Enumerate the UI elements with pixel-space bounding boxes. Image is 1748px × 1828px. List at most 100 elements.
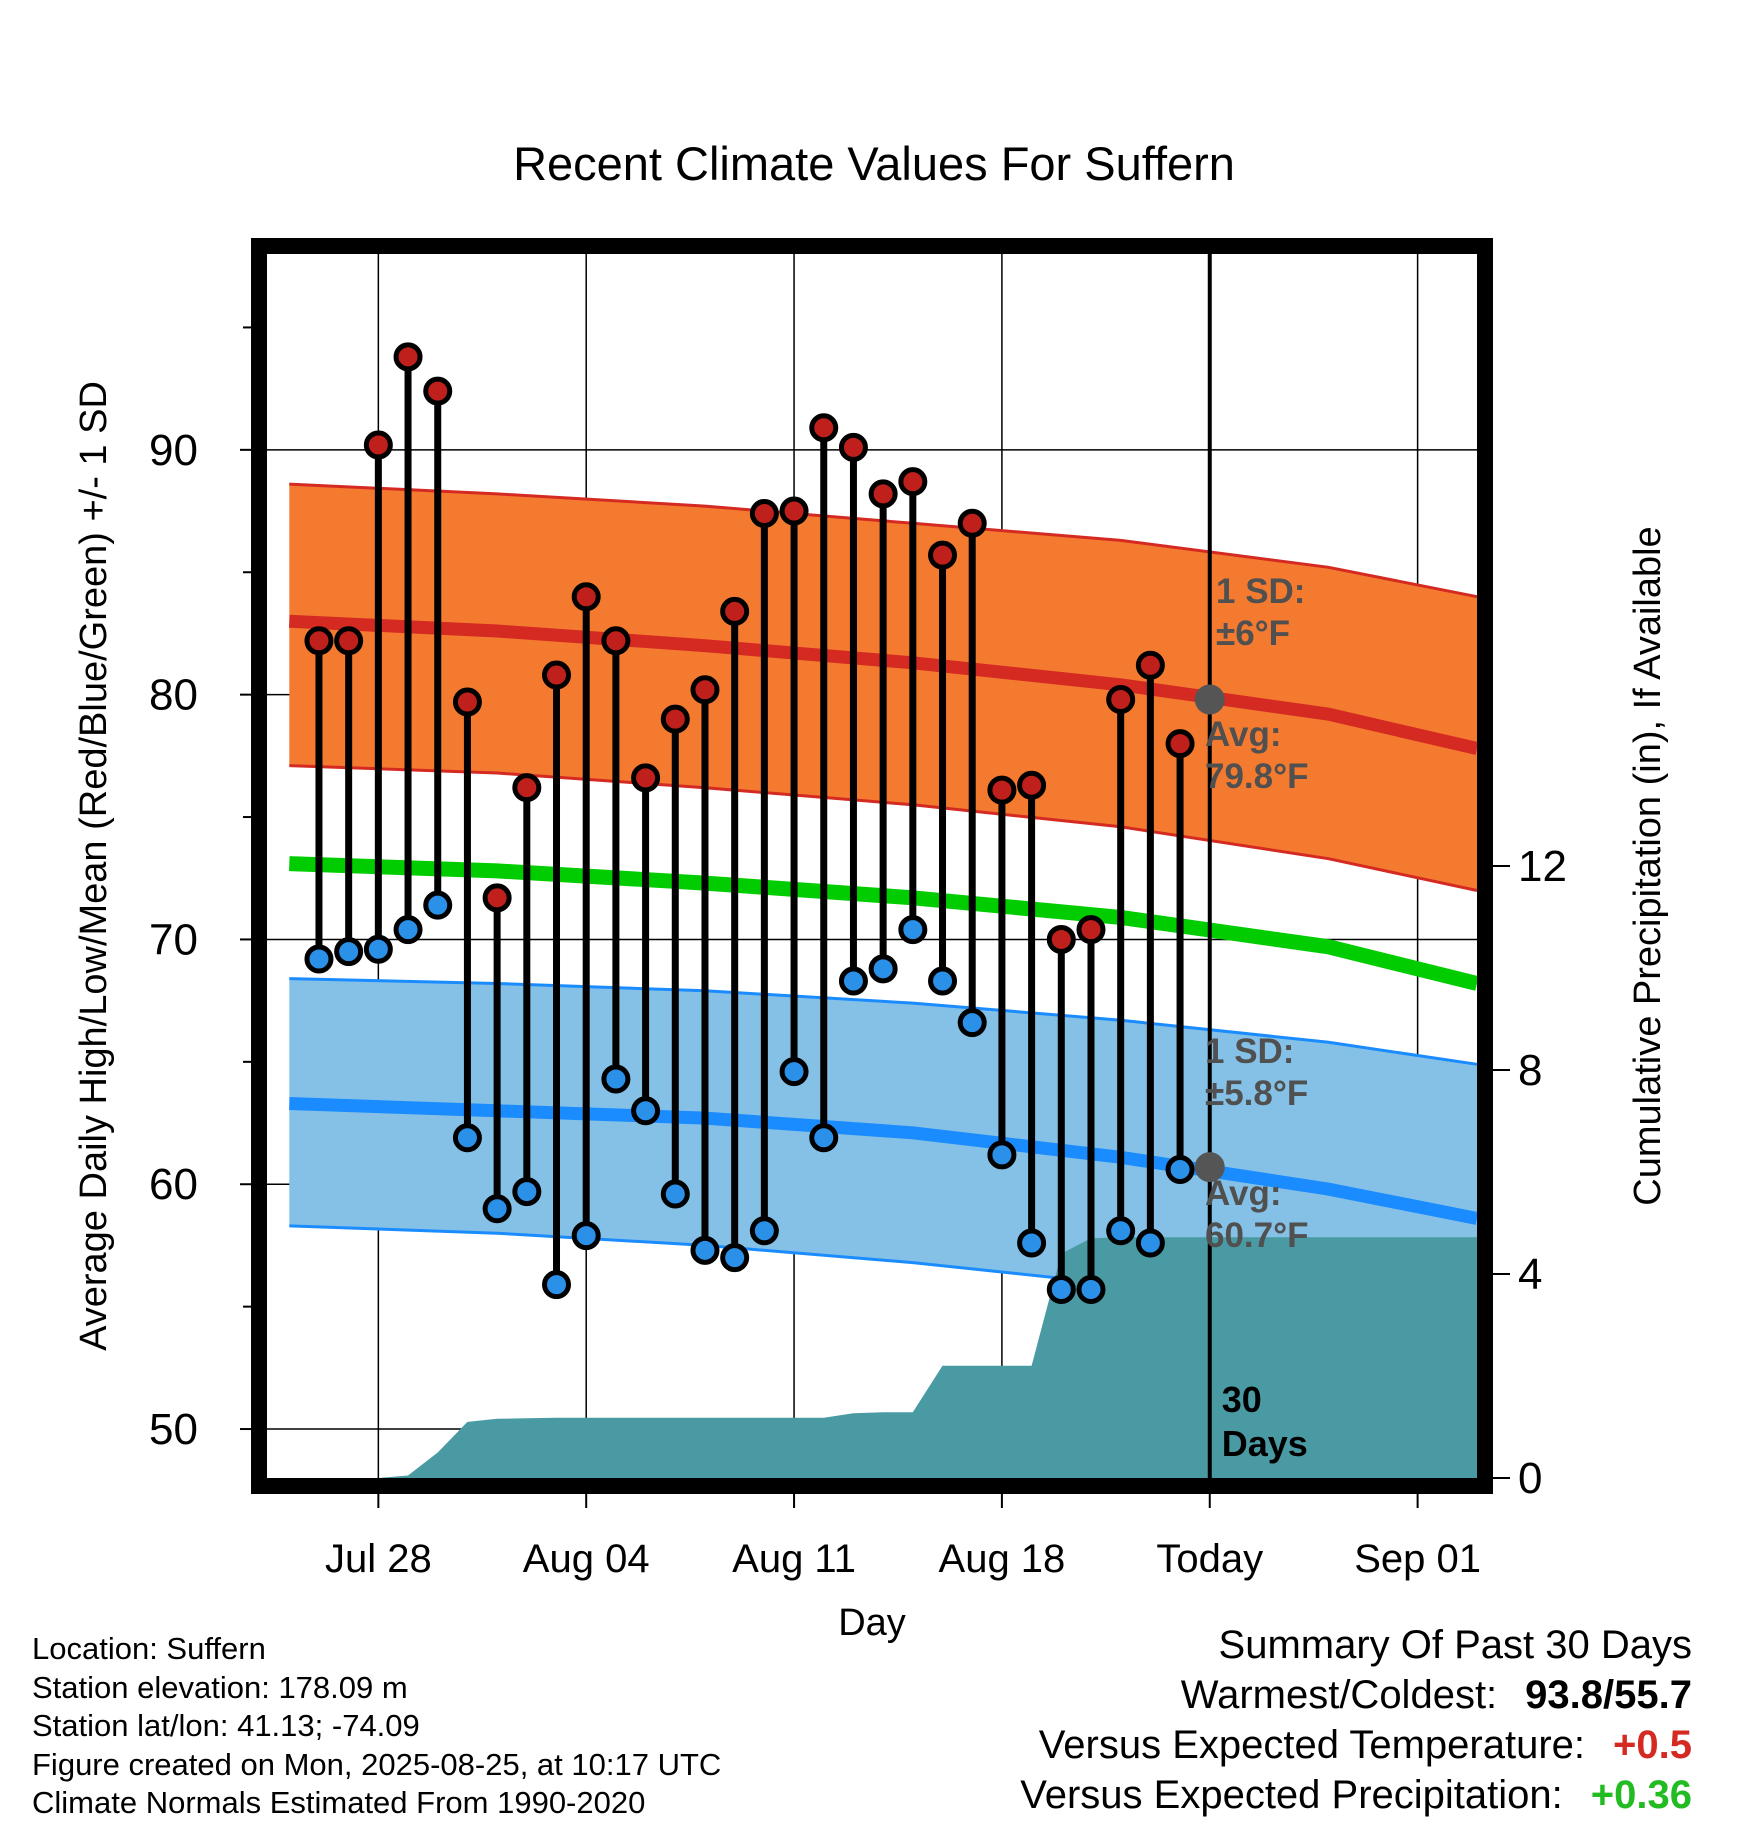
plot-frame: [251, 238, 1493, 1494]
low-point: [720, 1243, 750, 1273]
y-axis-label-right: Cumulative Precipitation (in), If Availa…: [1627, 526, 1669, 1205]
low-point: [1165, 1155, 1195, 1185]
summary-warmest-coldest: Warmest/Coldest: 93.8/55.7: [1020, 1670, 1692, 1720]
precipitation-fill: [289, 1237, 1477, 1478]
high-point: [1106, 685, 1136, 715]
x-tick-label: Aug 04: [523, 1537, 650, 1581]
low-point: [542, 1270, 572, 1300]
high-point: [779, 496, 809, 526]
daily-range-stems: [304, 342, 1195, 1305]
x-axis-label: Day: [838, 1602, 906, 1644]
high-point: [542, 660, 572, 690]
low-point: [423, 890, 453, 920]
normal-avg-marker: [1194, 1152, 1225, 1183]
y-tick-label-left: 50: [149, 1405, 198, 1454]
warmest-coldest-value: 93.8/55.7: [1525, 1673, 1692, 1717]
elevation-text: Station elevation: 178.09 m: [32, 1669, 408, 1705]
low-point: [631, 1096, 661, 1126]
location-text: Location: Suffern: [32, 1631, 266, 1666]
high-avg-annotation: 79.8°F: [1205, 757, 1309, 796]
y-tick-label-left: 80: [149, 671, 198, 720]
high-point: [631, 763, 661, 793]
low-point: [482, 1194, 512, 1224]
summary-panel: Summary Of Past 30 Days Warmest/Coldest:…: [1020, 1620, 1692, 1820]
high-point: [423, 376, 453, 406]
y-tick-label-right: 12: [1518, 842, 1567, 891]
y-tick-label-left: 90: [149, 426, 198, 475]
summary-precipitation: Versus Expected Precipitation: +0.36: [1020, 1770, 1692, 1820]
normals-text: Climate Normals Estimated From 1990-2020: [32, 1785, 646, 1820]
high-sd-annotation: 1 SD:: [1216, 572, 1305, 611]
y-tick-label-right: 4: [1518, 1250, 1542, 1299]
low-point: [660, 1179, 690, 1209]
low-point: [334, 937, 364, 967]
high-point: [720, 596, 750, 626]
low-point: [1017, 1228, 1047, 1258]
low-point: [452, 1123, 482, 1153]
low-point: [1106, 1216, 1136, 1246]
high-point: [957, 508, 987, 538]
low-point: [363, 934, 393, 964]
high-point: [690, 675, 720, 705]
x-tick-label: Aug 11: [732, 1537, 856, 1581]
low-point: [601, 1064, 631, 1094]
high-point: [1046, 924, 1076, 954]
temp-anomaly-label: Versus Expected Temperature:: [1038, 1723, 1586, 1767]
normal-avg-marker: [1194, 684, 1225, 715]
low-avg-annotation: 60.7°F: [1205, 1216, 1309, 1255]
low-point: [838, 966, 868, 996]
chart-title: Recent Climate Values For Suffern: [513, 137, 1235, 190]
high-point: [452, 687, 482, 717]
low-point: [987, 1140, 1017, 1170]
high-point: [928, 540, 958, 570]
high-point: [868, 479, 898, 509]
high-point: [749, 498, 779, 528]
today-days-label: Days: [1222, 1423, 1308, 1464]
y-tick-label-right: 8: [1518, 1046, 1542, 1095]
x-tick-label: Jul 28: [325, 1537, 432, 1581]
summary-heading: Summary Of Past 30 Days: [1218, 1623, 1692, 1667]
high-point: [482, 883, 512, 913]
high-sd-annotation: ±6°F: [1216, 614, 1290, 653]
low-point: [957, 1008, 987, 1038]
temp-anomaly-value: +0.5: [1613, 1723, 1692, 1767]
precipitation-area: [289, 1237, 1477, 1478]
low-point: [749, 1216, 779, 1246]
x-tick-label: Aug 18: [939, 1537, 1066, 1581]
low-point: [304, 944, 334, 974]
low-point: [393, 915, 423, 945]
high-point: [1165, 729, 1195, 759]
low-avg-annotation: Avg:: [1205, 1174, 1281, 1213]
low-point: [898, 915, 928, 945]
y-tick-label-left: 70: [149, 915, 198, 964]
high-point: [363, 430, 393, 460]
y-axis-label-left: Average Daily High/Low/Mean (Red/Blue/Gr…: [73, 381, 115, 1351]
low-point: [512, 1177, 542, 1207]
warmest-coldest-label: Warmest/Coldest:: [1180, 1673, 1498, 1717]
low-point: [779, 1057, 809, 1087]
high-point: [987, 775, 1017, 805]
x-tick-label: Sep 01: [1354, 1537, 1481, 1581]
low-point: [571, 1221, 601, 1251]
axes: 50 60 70 80 90 0 4 8 12 Jul 28 Aug 04 Aug 11 Aug 18 T…: [149, 326, 1567, 1581]
low-point: [809, 1123, 839, 1153]
high-avg-annotation: Avg:: [1205, 715, 1281, 754]
high-point: [601, 626, 631, 656]
y-tick-label-right: 0: [1518, 1454, 1542, 1503]
high-point: [838, 432, 868, 462]
high-point: [334, 626, 364, 656]
low-point: [1046, 1275, 1076, 1305]
low-point: [1135, 1228, 1165, 1258]
y-tick-label-left: 60: [149, 1160, 198, 1209]
low-point: [1076, 1275, 1106, 1305]
high-point: [1017, 770, 1047, 800]
low-sd-annotation: 1 SD:: [1205, 1032, 1294, 1071]
today-days-label: 30: [1222, 1379, 1262, 1420]
high-point: [304, 626, 334, 656]
summary-temperature: Versus Expected Temperature: +0.5: [1020, 1720, 1692, 1770]
latlon-text: Station lat/lon: 41.13; -74.09: [32, 1708, 420, 1743]
